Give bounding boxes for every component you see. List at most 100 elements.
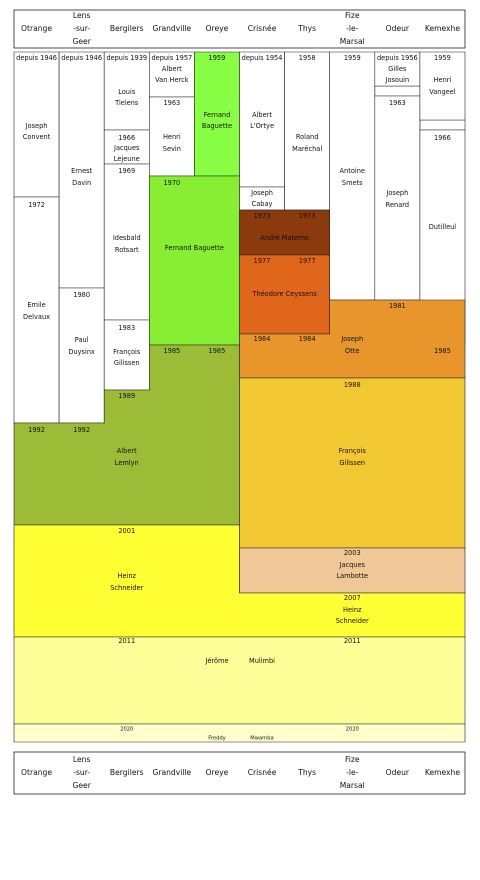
term-label: Heinz [118, 572, 137, 580]
term-block [13, 636, 466, 725]
term-label: Schneider [336, 617, 369, 625]
column-name: -le- [346, 24, 359, 33]
term-label: 2003 [344, 549, 361, 557]
term-label: Fernand [204, 111, 231, 119]
term-label: depuis 1946 [16, 54, 57, 62]
term-label: 1966 [118, 134, 135, 142]
column-name: Fize [345, 11, 360, 20]
term-label: Antoine [340, 167, 365, 175]
term-label: 1981 [389, 302, 406, 310]
term-label: 1973 [254, 212, 271, 220]
column-name: Crisnée [248, 768, 277, 777]
term-label: Gilles [388, 65, 407, 73]
term-label: depuis 1954 [242, 54, 283, 62]
column-name: -sur- [73, 24, 90, 33]
header-box [13, 9, 466, 49]
column-name: Geer [72, 37, 91, 46]
column-name: Odeur [386, 24, 410, 33]
term-label: Renard [386, 201, 409, 209]
term-label: depuis 1939 [106, 54, 147, 62]
column-name: Oreye [206, 24, 229, 33]
term-label: Cabay [252, 200, 273, 208]
term-label: 2011 [344, 637, 361, 645]
term-label: Paul [75, 336, 89, 344]
term-label: Joseph [340, 335, 363, 343]
term-label: 1988 [344, 381, 361, 389]
term-label: Davin [72, 179, 91, 187]
column-name: Kemexhe [425, 768, 461, 777]
column-name: Marsal [340, 781, 365, 790]
column-name: Otrange [21, 768, 52, 777]
term-label: 1963 [163, 99, 180, 107]
term-label: 1977 [299, 257, 316, 265]
column-name: -sur- [73, 768, 90, 777]
term-label: Emile [27, 301, 45, 309]
term-label: 1984 [299, 335, 316, 343]
term-label: 1970 [163, 179, 180, 187]
term-label: Mwamba [250, 736, 273, 742]
column-name: Thys [297, 24, 316, 33]
column-name: Lens [73, 11, 91, 20]
term-label: Albert [252, 111, 272, 119]
term-label: 1959 [209, 54, 226, 62]
term-label: Joseph [25, 122, 48, 130]
term-label: Théodore Ceyssens [251, 290, 317, 298]
term-label: 2001 [118, 527, 135, 535]
term-label: 1963 [389, 99, 406, 107]
term-label: depuis 1957 [151, 54, 192, 62]
term-label: Fernand Baguette [165, 244, 224, 252]
term-label: 1985 [434, 347, 451, 355]
term-label: 1980 [73, 291, 90, 299]
term-label: Albert [117, 447, 137, 455]
term-label: Vangeel [429, 88, 456, 96]
term-label: Ernest [71, 167, 92, 175]
term-label: Smets [342, 179, 363, 187]
term-label: Tielens [114, 99, 139, 107]
column-name: Thys [297, 768, 316, 777]
term-label: Louis [118, 88, 136, 96]
term-label: Duysinx [68, 348, 95, 356]
term-label: 1983 [118, 324, 135, 332]
term-label: 2007 [344, 594, 361, 602]
term-label: Roland [296, 133, 319, 141]
term-label: Heinz [343, 606, 362, 614]
column-name: Bergilers [110, 768, 144, 777]
spacer-box [419, 119, 466, 131]
term-block [149, 175, 240, 346]
term-label: 1984 [254, 335, 271, 343]
term-label: Albert [162, 65, 182, 73]
column-name: Grandville [152, 24, 191, 33]
term-block [419, 51, 466, 121]
term-label: 2020 [120, 727, 133, 733]
term-label: Dutilleul [429, 223, 457, 231]
footer-box [13, 751, 466, 795]
term-label: 1969 [118, 167, 135, 175]
term-label: Jacques [113, 144, 140, 152]
term-label: 1992 [28, 426, 45, 434]
term-label: Joseph [385, 189, 408, 197]
term-block [13, 196, 60, 424]
term-label: Baguette [202, 122, 232, 130]
term-label: Van Herck [155, 76, 189, 84]
term-label: Josouin [385, 76, 410, 84]
column-name: Marsal [340, 37, 365, 46]
term-label: 1958 [299, 54, 316, 62]
column-name: Crisnée [248, 24, 277, 33]
term-label: L'Ortye [250, 122, 274, 130]
term-label: Sevin [163, 145, 181, 153]
term-label: Delvaux [23, 313, 50, 321]
term-label: 1985 [163, 347, 180, 355]
term-label: Lemlyn [115, 459, 139, 467]
term-label: Gilissen [339, 459, 365, 467]
term-label: Gilissen [114, 359, 140, 367]
term-label: depuis 1946 [61, 54, 102, 62]
term-label: Henri [434, 76, 452, 84]
column-name: Bergilers [110, 24, 144, 33]
term-block [284, 51, 331, 211]
term-label: Maréchal [292, 145, 322, 153]
term-label: Jérôme [204, 657, 228, 665]
term-label: Henri [163, 133, 181, 141]
term-block [13, 723, 466, 743]
term-label: 2020 [346, 727, 359, 733]
